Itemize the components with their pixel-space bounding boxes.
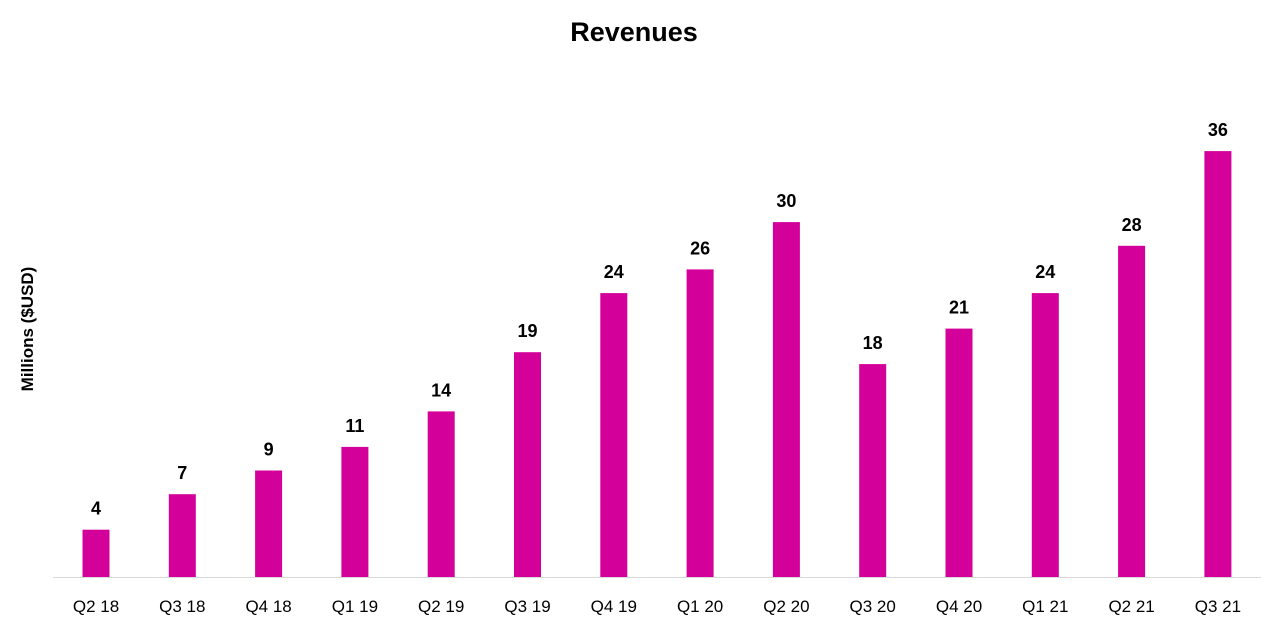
- bar-q3-18: [168, 494, 196, 577]
- x-tick-q2-20: Q2 20: [763, 597, 809, 616]
- data-label-q4-18: 9: [264, 440, 274, 460]
- bar-q3-20: [859, 364, 887, 577]
- data-labels-group: 4 7 9 11 14 19 24 26 30 18 21 24 28 36: [91, 120, 1228, 519]
- x-tick-q2-18: Q2 18: [73, 597, 119, 616]
- x-tick-q1-20: Q1 20: [677, 597, 723, 616]
- bar-q4-19: [600, 293, 628, 577]
- y-axis-label: Millions ($USD): [18, 267, 37, 392]
- data-label-q2-21: 28: [1122, 215, 1142, 235]
- bar-q4-20: [945, 328, 973, 577]
- x-tick-q1-21: Q1 21: [1022, 597, 1068, 616]
- bars-group: [82, 151, 1232, 578]
- bar-q2-20: [772, 222, 800, 577]
- bar-q1-21: [1031, 293, 1059, 577]
- bar-q2-18: [82, 529, 110, 577]
- data-label-q3-19: 19: [517, 321, 537, 341]
- bar-q2-19: [427, 411, 455, 577]
- x-tick-q3-19: Q3 19: [504, 597, 550, 616]
- x-tick-q4-20: Q4 20: [936, 597, 982, 616]
- x-tick-q3-21: Q3 21: [1195, 597, 1241, 616]
- data-label-q1-20: 26: [690, 238, 710, 258]
- bar-q4-18: [255, 470, 283, 577]
- data-label-q3-21: 36: [1208, 120, 1228, 140]
- x-tick-q1-19: Q1 19: [332, 597, 378, 616]
- bar-q3-19: [514, 352, 541, 577]
- x-tick-q4-18: Q4 18: [245, 597, 291, 616]
- data-label-q4-20: 21: [949, 298, 969, 318]
- bar-q1-19: [341, 446, 369, 577]
- bar-q1-20: [686, 269, 714, 577]
- bar-q3-21: [1204, 151, 1232, 577]
- data-label-q1-19: 11: [345, 416, 364, 436]
- data-label-q1-21: 24: [1035, 262, 1055, 282]
- x-tick-q3-18: Q3 18: [159, 597, 205, 616]
- x-tick-q4-19: Q4 19: [591, 597, 637, 616]
- data-label-q3-18: 7: [177, 463, 187, 483]
- data-label-q2-18: 4: [91, 499, 101, 519]
- data-label-q2-19: 14: [431, 380, 451, 400]
- x-tick-labels-group: Q2 18 Q3 18 Q4 18 Q1 19 Q2 19 Q3 19 Q4 19 Q1 20…: [73, 597, 1241, 616]
- chart-title: Revenues: [570, 17, 698, 47]
- bar-q2-21: [1118, 245, 1146, 578]
- data-label-q2-20: 30: [776, 191, 796, 211]
- x-tick-q2-21: Q2 21: [1108, 597, 1154, 616]
- x-tick-q2-19: Q2 19: [418, 597, 464, 616]
- x-tick-q3-20: Q3 20: [850, 597, 896, 616]
- data-label-q4-19: 24: [604, 262, 624, 282]
- data-label-q3-20: 18: [863, 333, 883, 353]
